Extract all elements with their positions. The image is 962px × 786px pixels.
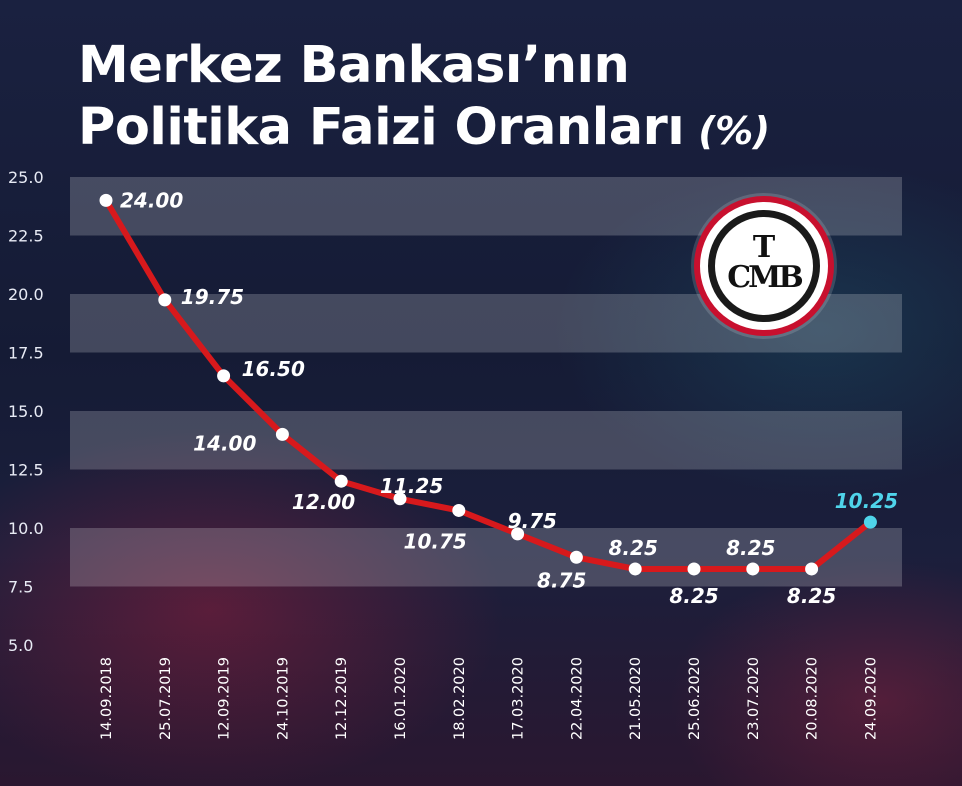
x-axis-ticks: 14.09.2018 25.07.2019 12.09.2019 24.10.2019… (99, 657, 879, 740)
data-point (275, 427, 289, 441)
grid-band-2 (70, 411, 902, 470)
y-tick-label: 15.0 (8, 402, 44, 421)
data-label: 10.75 (404, 529, 467, 553)
x-tick-label: 18.02.2020 (452, 657, 468, 740)
x-tick-label: 12.12.2019 (334, 657, 350, 740)
y-tick-label: 22.5 (8, 227, 44, 246)
data-label: 8.75 (537, 568, 586, 592)
data-labels: 24.00 19.75 16.50 14.00 12.00 11.25 10.75 9.75 8… (120, 188, 898, 608)
data-point (393, 492, 407, 506)
data-point (569, 550, 583, 564)
data-label: 24.00 (120, 188, 183, 212)
data-label: 10.25 (835, 489, 898, 513)
x-tick-label: 24.09.2020 (863, 657, 879, 740)
x-tick-label: 23.07.2020 (746, 657, 762, 740)
x-tick-label: 16.01.2020 (393, 657, 409, 740)
data-point (511, 527, 525, 541)
data-point (99, 193, 113, 207)
data-label: 12.00 (292, 490, 355, 514)
y-tick-label: 20.0 (8, 285, 44, 304)
x-tick-label: 17.03.2020 (511, 657, 527, 740)
y-tick-label: 10.0 (8, 519, 44, 538)
data-point (334, 474, 348, 488)
data-label: 8.25 (787, 584, 836, 608)
data-label: 8.25 (726, 536, 775, 560)
data-label: 11.25 (380, 474, 443, 498)
data-point (746, 562, 760, 576)
series-line (103, 197, 874, 572)
tcmb-logo-mark: T CMB (727, 230, 805, 295)
y-tick-label: 5.0 (8, 636, 33, 655)
data-points (99, 193, 877, 576)
x-tick-label: 12.09.2019 (217, 657, 233, 740)
data-label: 9.75 (508, 509, 557, 533)
data-label: 14.00 (193, 431, 256, 455)
data-label: 8.25 (669, 584, 718, 608)
tcmb-logo: T CMB (694, 196, 834, 336)
x-tick-label: 24.10.2019 (275, 657, 291, 740)
data-point (158, 293, 172, 307)
data-point (863, 515, 877, 529)
data-label: 8.25 (609, 536, 658, 560)
data-label: 16.50 (242, 357, 305, 381)
data-point (217, 369, 231, 383)
data-point (687, 562, 701, 576)
chart-title-line-2: Politika Faizi Oranları (%) (78, 98, 770, 161)
y-tick-label: 17.5 (8, 344, 44, 363)
svg-text:CMB: CMB (727, 260, 802, 295)
y-axis-ticks: 25.0 22.5 20.0 17.5 15.0 12.5 10.0 7.5 5.0 (8, 168, 44, 655)
x-tick-label: 20.08.2020 (805, 657, 821, 740)
data-point (452, 503, 466, 517)
chart-title-line-2-text: Politika Faizi Oranları (78, 98, 685, 157)
y-tick-label: 7.5 (8, 578, 33, 597)
y-tick-label: 25.0 (8, 168, 44, 187)
svg-text:T: T (753, 230, 776, 265)
x-tick-label: 25.07.2019 (158, 657, 174, 740)
x-tick-label: 14.09.2018 (99, 657, 115, 740)
chart-title-unit: (%) (698, 109, 770, 153)
x-tick-label: 21.05.2020 (628, 657, 644, 740)
chart-title-line-1: Merkez Bankası’nın (78, 36, 630, 95)
x-tick-label: 25.06.2020 (687, 657, 703, 740)
x-tick-label: 22.04.2020 (569, 657, 585, 740)
data-point (805, 562, 819, 576)
y-tick-label: 12.5 (8, 461, 44, 480)
grid-band-3 (70, 528, 902, 587)
tcmb-logo-ring: T CMB (708, 210, 820, 322)
data-label: 19.75 (181, 285, 244, 309)
data-point (628, 562, 642, 576)
